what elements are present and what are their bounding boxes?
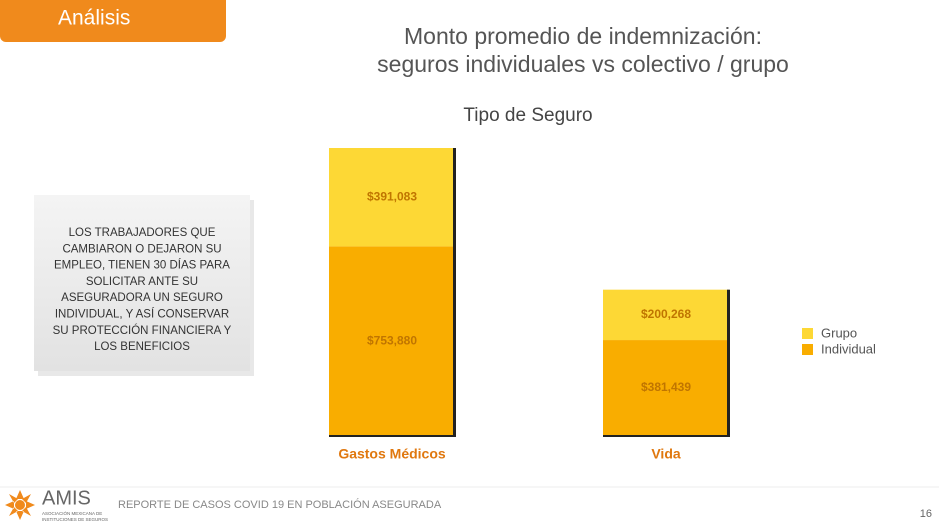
bar-edge bbox=[453, 148, 456, 436]
page-number: 16 bbox=[920, 508, 932, 520]
category-label: Gastos Médicos bbox=[338, 446, 446, 462]
note-line: CAMBIARON O DEJARON SU bbox=[62, 243, 221, 255]
bar-segment bbox=[329, 148, 455, 247]
note-line: LOS TRABAJADORES QUE bbox=[69, 227, 216, 239]
logo-subtext: ASOCIACIÓN MEXICANA DE bbox=[42, 510, 102, 516]
bar-edge bbox=[727, 289, 730, 436]
note-box bbox=[34, 195, 250, 371]
chart-subtitle: Tipo de Seguro bbox=[463, 105, 592, 126]
chart-title: Monto promedio de indemnización: bbox=[404, 23, 762, 49]
note-line: SOLICITAR ANTE SU bbox=[86, 276, 198, 288]
note-line: ASEGURADORA UN SEGURO bbox=[61, 292, 223, 304]
value-label: $391,083 bbox=[367, 189, 417, 203]
logo-icon bbox=[5, 490, 35, 520]
logo-subtext: INSTITUCIONES DE SEGUROS bbox=[42, 517, 108, 522]
legend-swatch bbox=[802, 328, 813, 339]
value-label: $753,880 bbox=[367, 333, 417, 347]
bar-segment bbox=[329, 246, 455, 436]
legend-label: Individual bbox=[821, 341, 876, 356]
category-label: Vida bbox=[651, 446, 681, 462]
footer-text: REPORTE DE CASOS COVID 19 EN POBLACIÓN A… bbox=[118, 498, 442, 511]
logo-text: AMIS bbox=[42, 487, 91, 509]
bar-segment bbox=[603, 340, 729, 436]
note-line: EMPLEO, TIENEN 30 DÍAS PARA bbox=[54, 259, 230, 272]
header-tab bbox=[0, 0, 226, 42]
note-line: LOS BENEFICIOS bbox=[94, 341, 190, 353]
value-label: $381,439 bbox=[641, 380, 691, 394]
value-label: $200,268 bbox=[641, 307, 691, 321]
bar-segment bbox=[603, 289, 729, 341]
legend-swatch bbox=[802, 344, 813, 355]
note-line: SU PROTECCIÓN FINANCIERA Y bbox=[53, 324, 232, 337]
header-title: Análisis bbox=[58, 7, 130, 30]
legend-label: Grupo bbox=[821, 325, 857, 340]
note-line: INDIVIDUAL, Y ASÍ CONSERVAR bbox=[55, 308, 229, 321]
chart-title: seguros individuales vs colectivo / grup… bbox=[377, 51, 789, 77]
